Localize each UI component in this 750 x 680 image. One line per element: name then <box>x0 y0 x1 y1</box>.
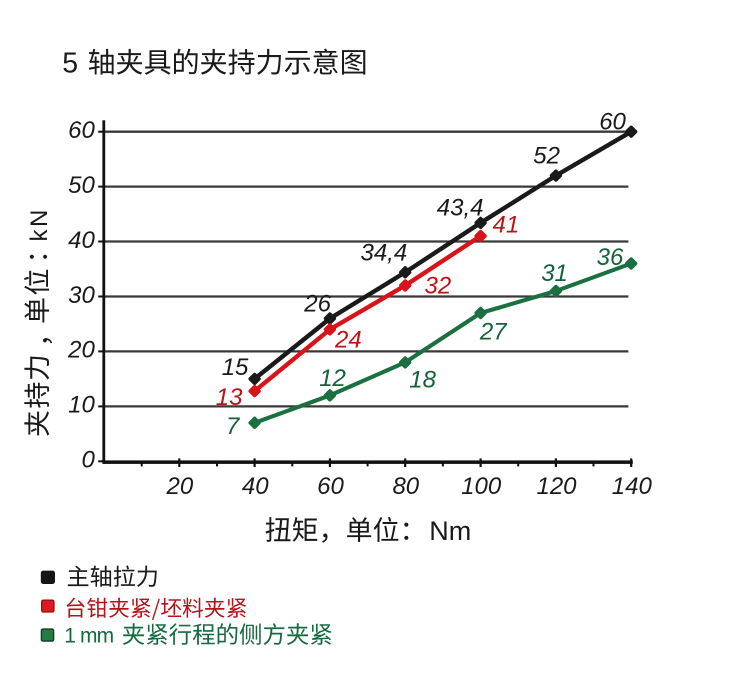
svg-text:7: 7 <box>226 413 241 440</box>
svg-text:120: 120 <box>536 473 577 500</box>
svg-text:1 mm: 1 mm <box>64 625 113 648</box>
svg-text:5: 5 <box>62 48 78 80</box>
svg-text:15: 15 <box>222 354 249 381</box>
svg-text:Nm: Nm <box>429 516 471 546</box>
svg-text:27: 27 <box>479 319 508 346</box>
svg-text:60: 60 <box>599 108 626 135</box>
svg-text:40: 40 <box>68 227 95 254</box>
svg-text:80: 80 <box>392 473 419 500</box>
svg-text:31: 31 <box>541 260 568 287</box>
svg-text:34,4: 34,4 <box>360 239 407 266</box>
svg-text:60: 60 <box>68 117 95 144</box>
svg-text:10: 10 <box>68 392 95 419</box>
svg-text:18: 18 <box>409 366 436 393</box>
svg-text:12: 12 <box>319 365 346 392</box>
svg-text:43,4: 43,4 <box>437 195 484 222</box>
svg-text:N: N <box>26 210 53 227</box>
svg-text:140: 140 <box>612 473 653 500</box>
svg-text:40: 40 <box>242 473 269 500</box>
svg-text:k: k <box>26 229 53 242</box>
svg-text:32: 32 <box>425 273 452 300</box>
svg-text:20: 20 <box>67 337 95 364</box>
svg-text:20: 20 <box>166 473 194 500</box>
svg-text:30: 30 <box>68 282 95 309</box>
svg-text:41: 41 <box>493 212 520 239</box>
svg-text:0: 0 <box>81 447 95 474</box>
svg-text:36: 36 <box>597 244 624 271</box>
svg-text:24: 24 <box>334 327 362 354</box>
svg-text:52: 52 <box>533 143 560 170</box>
svg-text:60: 60 <box>317 473 344 500</box>
svg-text:100: 100 <box>461 473 502 500</box>
svg-text:13: 13 <box>216 384 243 411</box>
svg-text:50: 50 <box>68 172 95 199</box>
svg-text:26: 26 <box>303 290 331 317</box>
